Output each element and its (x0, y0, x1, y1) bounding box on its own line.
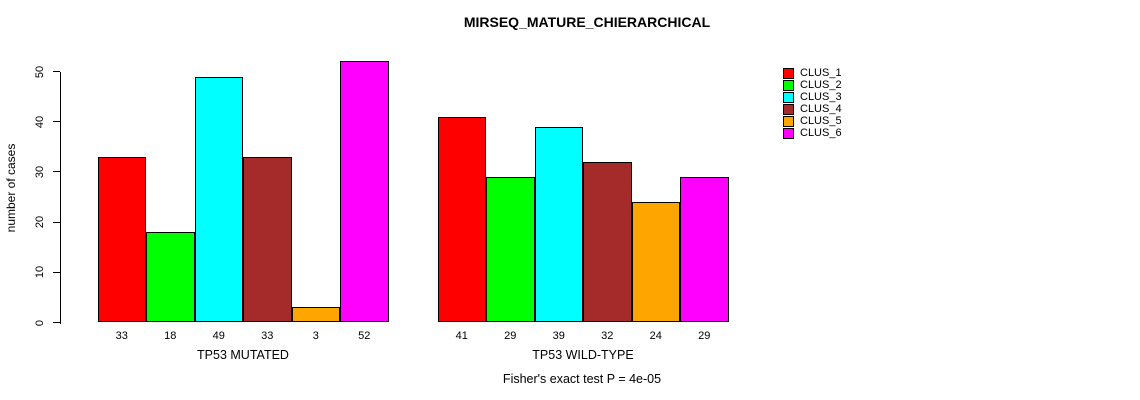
bar-clus_2-group2 (486, 176, 535, 323)
bar-value-label: 41 (455, 330, 468, 342)
group-label-2: TP53 WILD-TYPE (532, 348, 634, 362)
legend-label: CLUS_5 (800, 115, 842, 127)
bar-clus_1-group2 (437, 116, 486, 323)
bar-clus_1-group1 (97, 156, 146, 323)
bar-clus_3-group2 (534, 126, 583, 323)
legend-swatch (783, 127, 794, 139)
y-axis-line (60, 71, 61, 324)
legend-item-clus_3: CLUS_3 (783, 91, 842, 103)
legend-label: CLUS_1 (800, 67, 842, 79)
y-axis-tick-label: 20 (34, 215, 46, 229)
legend-swatch (783, 67, 794, 79)
y-axis-tick (53, 221, 60, 223)
bar-clus_5-group2 (631, 202, 680, 323)
bar-value-label: 52 (358, 330, 371, 342)
y-axis-tick-label: 50 (34, 65, 46, 78)
legend-label: CLUS_2 (800, 79, 842, 91)
chart-title: MIRSEQ_MATURE_CHIERARCHICAL (463, 14, 711, 30)
legend-label: CLUS_4 (800, 103, 842, 115)
bar-clus_2-group1 (146, 232, 195, 323)
fisher-test-annotation: Fisher's exact test P = 4e-05 (502, 372, 662, 386)
y-axis-tick-label: 0 (34, 319, 46, 326)
y-axis-tick (53, 71, 60, 72)
y-axis-tick-label: 30 (34, 165, 46, 179)
legend-label: CLUS_3 (800, 91, 842, 103)
bar-value-label: 29 (504, 330, 517, 342)
y-axis-tick (53, 171, 60, 173)
legend: CLUS_1 CLUS_2 CLUS_3 CLUS_4 CLUS_5 CLUS_6 (783, 67, 842, 139)
bar-value-label: 32 (601, 330, 614, 342)
bar-clus_6-group2 (680, 176, 729, 323)
bar-clus_5-group1 (291, 307, 340, 323)
legend-swatch (783, 79, 794, 91)
bar-clus_6-group1 (340, 61, 389, 323)
legend-label: CLUS_6 (800, 127, 842, 139)
y-axis-tick (53, 271, 60, 273)
bar-clus_3-group1 (194, 76, 243, 323)
group-label-1: TP53 MUTATED (197, 348, 289, 362)
legend-item-clus_5: CLUS_5 (783, 115, 842, 127)
bar-value-label: 49 (212, 330, 225, 342)
legend-item-clus_6: CLUS_6 (783, 127, 842, 139)
bar-value-label: 24 (649, 330, 662, 342)
legend-item-clus_1: CLUS_1 (783, 67, 842, 79)
y-axis-tick (53, 121, 60, 123)
legend-swatch (783, 115, 794, 127)
legend-item-clus_4: CLUS_4 (783, 103, 842, 115)
legend-swatch (783, 103, 794, 115)
bar-clus_4-group2 (583, 161, 632, 323)
legend-item-clus_2: CLUS_2 (783, 79, 842, 91)
bar-value-label: 18 (164, 330, 177, 342)
y-axis-tick-label: 40 (34, 115, 46, 128)
bar-value-label: 3 (312, 330, 319, 342)
y-axis-tick-label: 10 (34, 266, 46, 279)
bar-value-label: 33 (261, 330, 274, 342)
bar-value-label: 33 (115, 330, 128, 342)
bar-value-label: 29 (698, 330, 711, 342)
bar-clus_4-group1 (243, 156, 292, 323)
legend-swatch (783, 91, 794, 103)
bar-value-label: 39 (552, 330, 565, 342)
y-axis-tick (53, 322, 60, 323)
